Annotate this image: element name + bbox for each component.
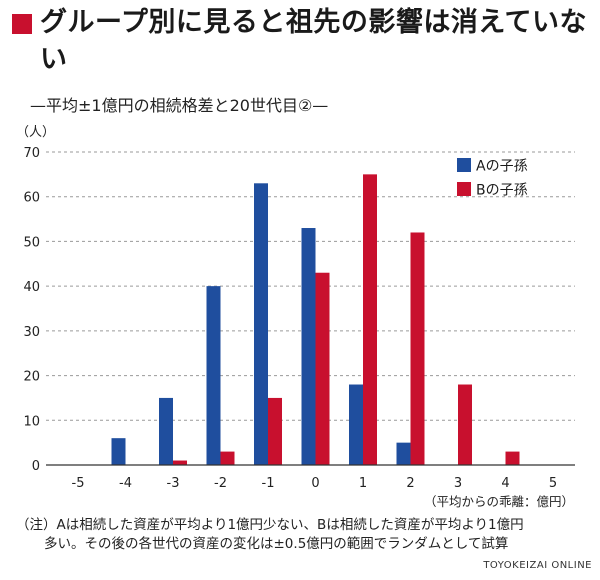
x-tick-labels: -5 -4 -3 -2 -1 0 1 2 3 4 5 xyxy=(72,476,558,491)
y-tick-label: 30 xyxy=(23,325,40,340)
bar-b-1 xyxy=(363,174,377,465)
bar-a--2 xyxy=(206,286,221,465)
x-tick-label: 0 xyxy=(311,476,319,491)
footnote: （注）Aは相続した資産が平均より1億円少ない、Bは相続した資産が平均より1億円 … xyxy=(16,516,586,554)
y-tick-label: 70 xyxy=(23,146,40,161)
bar-chart: 0 10 20 30 40 50 60 70 （人） -5 -4 -3 -2 -1 0 1 2 3 4 5 （平均… xyxy=(16,125,575,509)
y-tick-labels: 0 10 20 30 40 50 60 70 xyxy=(23,146,40,474)
y-tick-label: 20 xyxy=(23,370,40,385)
legend-label: Aの子孫 xyxy=(476,159,528,175)
bar-b--1 xyxy=(268,397,282,465)
x-tick-label: -1 xyxy=(262,476,275,491)
x-tick-label: -5 xyxy=(72,476,85,491)
y-axis-label: （人） xyxy=(16,125,55,140)
chart-subtitle: —平均±1億円の相続格差と20世代目②— xyxy=(30,96,329,115)
chart-title: グループ別に見ると祖先の影響は消えていない xyxy=(40,7,588,75)
bar-b-3 xyxy=(458,384,472,465)
x-tick-label: 1 xyxy=(359,476,367,491)
bar-b--2 xyxy=(220,451,235,465)
bar-a-1 xyxy=(349,384,363,465)
footnote-line-1: （注）Aは相続した資産が平均より1億円少ない、Bは相続した資産が平均より1億円 xyxy=(16,517,524,533)
legend-swatch xyxy=(457,182,471,196)
x-tick-label: 5 xyxy=(549,476,557,491)
x-tick-label: 4 xyxy=(501,476,509,491)
x-tick-label: -2 xyxy=(214,476,227,491)
y-tick-label: 60 xyxy=(23,191,40,206)
bar-b--3 xyxy=(173,460,187,465)
y-tick-label: 50 xyxy=(23,235,40,250)
bar-b-4 xyxy=(505,451,520,465)
legend-swatch xyxy=(457,158,471,172)
x-axis-label: （平均からの乖離：億円） xyxy=(424,494,574,509)
bar-a-2 xyxy=(396,442,411,465)
x-tick-label: 3 xyxy=(454,476,462,491)
x-tick-label: -4 xyxy=(119,476,132,491)
bar-b-2 xyxy=(410,232,425,465)
bars xyxy=(111,174,520,466)
legend: Aの子孫 Bの子孫 xyxy=(457,158,528,199)
legend-label: Bの子孫 xyxy=(476,183,528,199)
bar-a-0 xyxy=(301,228,316,465)
y-tick-label: 0 xyxy=(32,459,40,474)
bar-a--3 xyxy=(159,397,173,465)
bar-a--4 xyxy=(111,438,126,465)
y-tick-label: 40 xyxy=(23,280,40,295)
y-tick-label: 10 xyxy=(23,414,40,429)
bar-a--1 xyxy=(254,183,268,466)
footnote-line-2: 多い。その後の各世代の資産の変化は±0.5億円の範囲でランダムとして試算 xyxy=(44,536,509,552)
bar-b-0 xyxy=(315,272,330,465)
title-marker xyxy=(12,14,32,34)
source-credit: TOYOKEIZAI ONLINE xyxy=(483,560,592,571)
x-tick-label: 2 xyxy=(406,476,414,491)
x-tick-label: -3 xyxy=(167,476,180,491)
